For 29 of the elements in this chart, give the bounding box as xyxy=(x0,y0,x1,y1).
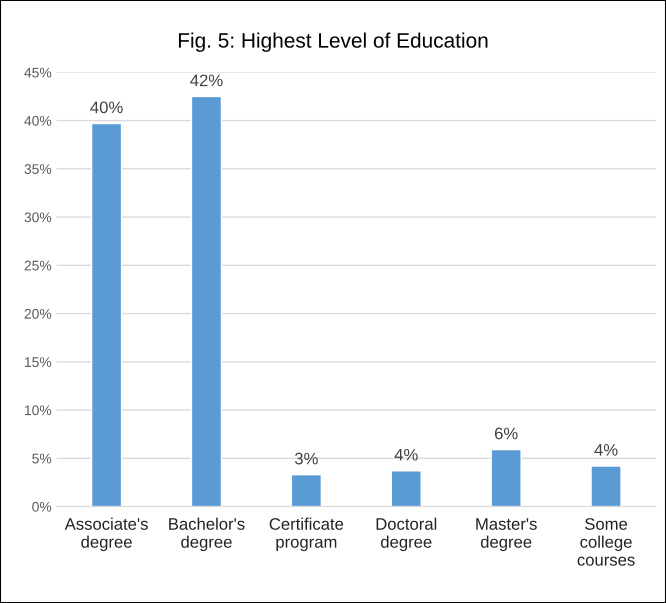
x-tick-label: Associate's degree xyxy=(64,518,148,552)
data-label: 42% xyxy=(190,74,223,86)
y-tick-label: 40% xyxy=(24,116,52,126)
bar xyxy=(390,470,422,507)
x-tick-label: Certificate program xyxy=(270,518,344,552)
bar xyxy=(290,474,322,507)
y-tick-label: 20% xyxy=(24,308,52,319)
y-tick-label: 10% xyxy=(25,405,52,416)
chart-title: Fig. 5: Highest Level of Education xyxy=(178,32,488,52)
data-label: 4% xyxy=(594,444,618,456)
y-tick-label: 35% xyxy=(24,164,52,174)
y-tick-label: 5% xyxy=(32,454,52,464)
y-tick-label: 0% xyxy=(32,502,52,512)
data-label: 3% xyxy=(294,452,318,464)
data-label: 6% xyxy=(494,428,518,440)
x-tick-label: Doctoral degree xyxy=(376,518,436,552)
x-tick-label: Master's degree xyxy=(476,518,537,552)
bar xyxy=(190,96,222,507)
bar xyxy=(90,122,122,507)
data-label: 4% xyxy=(394,448,418,461)
x-tick-label: Bachelor's degree xyxy=(169,518,245,552)
data-label: 40% xyxy=(90,101,123,114)
y-tick-label: 45% xyxy=(24,68,52,78)
y-tick-label: 30% xyxy=(24,212,52,222)
y-tick-label: 25% xyxy=(24,260,52,270)
bar xyxy=(490,448,522,507)
y-tick-label: 15% xyxy=(25,357,52,367)
bar xyxy=(590,465,622,507)
x-tick-label: Some college courses xyxy=(578,518,635,566)
